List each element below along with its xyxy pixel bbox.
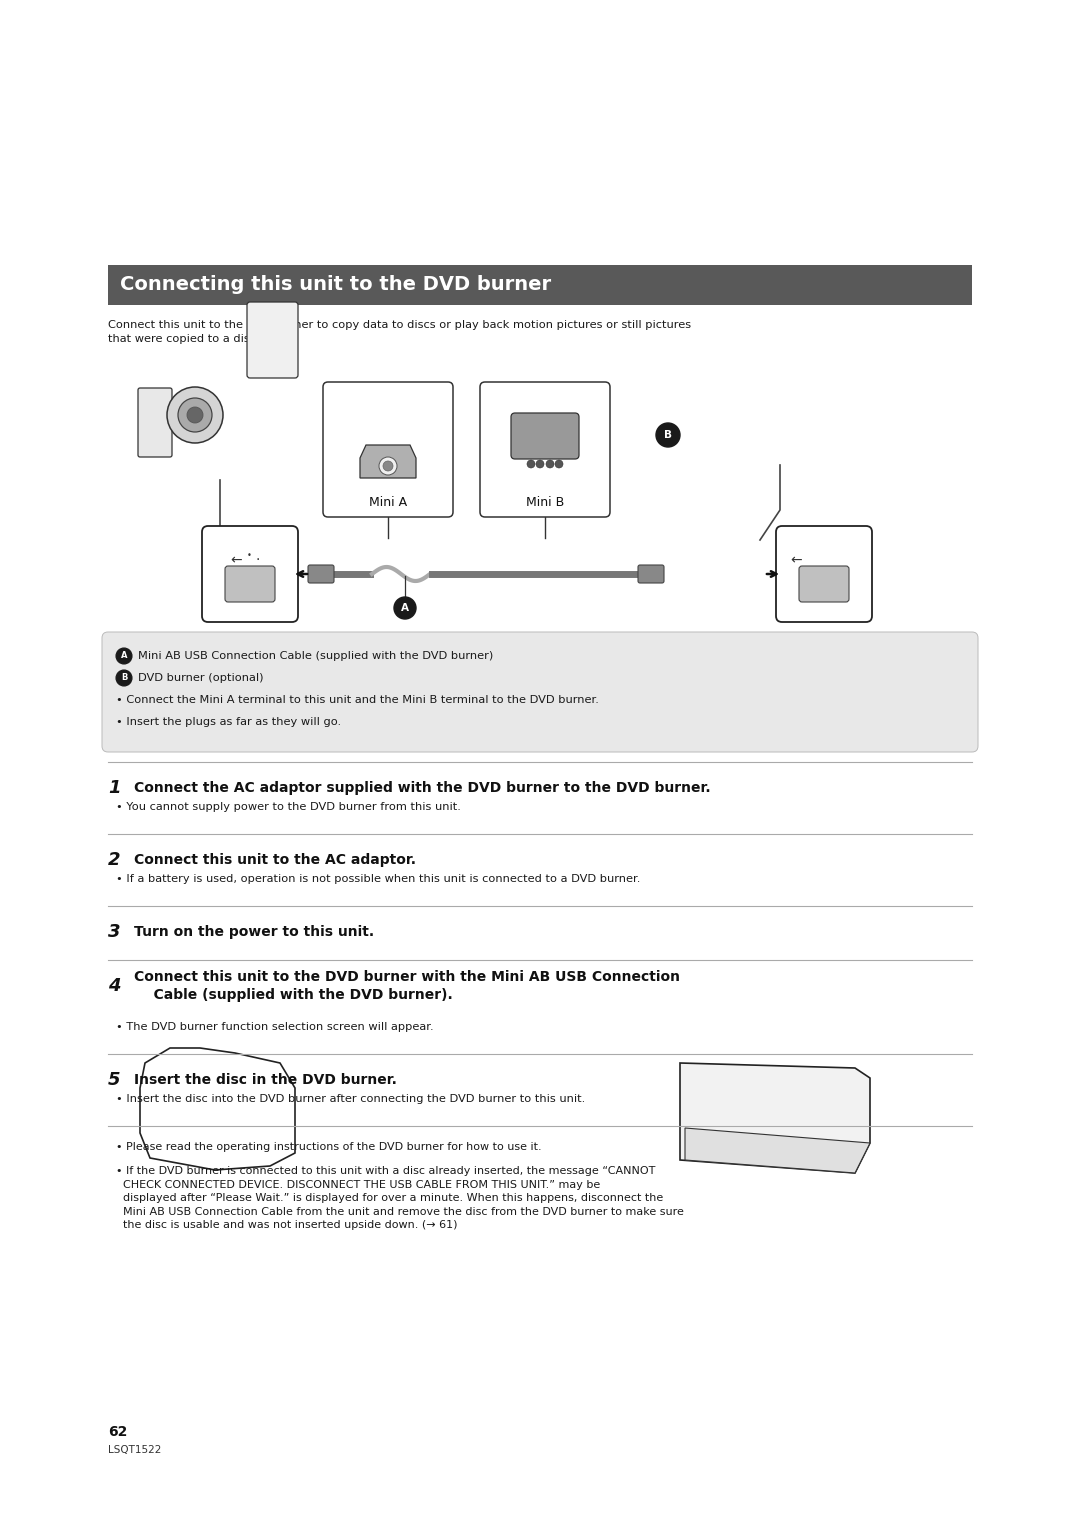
- Circle shape: [536, 460, 544, 468]
- Text: Connect this unit to the AC adaptor.: Connect this unit to the AC adaptor.: [134, 853, 416, 866]
- FancyBboxPatch shape: [799, 565, 849, 602]
- Text: 2: 2: [108, 851, 121, 869]
- Text: 62: 62: [108, 1426, 127, 1439]
- Text: Connect the AC adaptor supplied with the DVD burner to the DVD burner.: Connect the AC adaptor supplied with the…: [134, 781, 711, 795]
- Circle shape: [167, 387, 222, 443]
- Circle shape: [187, 406, 203, 423]
- Text: Turn on the power to this unit.: Turn on the power to this unit.: [134, 924, 374, 940]
- Text: Connect this unit to the DVD burner with the Mini AB USB Connection
    Cable (s: Connect this unit to the DVD burner with…: [134, 970, 680, 1002]
- Text: DVD burner (optional): DVD burner (optional): [138, 672, 264, 683]
- Text: 3: 3: [108, 923, 121, 941]
- Text: • If the DVD burner is connected to this unit with a disc already inserted, the : • If the DVD burner is connected to this…: [116, 1166, 684, 1230]
- FancyBboxPatch shape: [138, 388, 172, 457]
- Text: Mini AB USB Connection Cable (supplied with the DVD burner): Mini AB USB Connection Cable (supplied w…: [138, 651, 494, 662]
- Text: • Insert the plugs as far as they will go.: • Insert the plugs as far as they will g…: [116, 717, 341, 727]
- Text: A: A: [121, 651, 127, 660]
- FancyBboxPatch shape: [323, 382, 453, 516]
- FancyBboxPatch shape: [202, 526, 298, 622]
- Text: ←: ←: [230, 553, 242, 567]
- FancyBboxPatch shape: [638, 565, 664, 584]
- FancyBboxPatch shape: [247, 303, 298, 377]
- Text: • Please read the operating instructions of the DVD burner for how to use it.: • Please read the operating instructions…: [116, 1141, 542, 1152]
- Text: • The DVD burner function selection screen will appear.: • The DVD burner function selection scre…: [116, 1022, 434, 1031]
- Circle shape: [116, 669, 132, 686]
- Circle shape: [379, 457, 397, 475]
- Text: B: B: [121, 674, 127, 683]
- Text: ←: ←: [791, 553, 801, 567]
- Text: B: B: [664, 429, 672, 440]
- Text: 4: 4: [108, 976, 121, 995]
- FancyBboxPatch shape: [777, 526, 872, 622]
- Text: •: •: [246, 552, 252, 561]
- FancyBboxPatch shape: [108, 264, 972, 306]
- FancyBboxPatch shape: [308, 565, 334, 584]
- Circle shape: [555, 460, 563, 468]
- Text: Connecting this unit to the DVD burner: Connecting this unit to the DVD burner: [120, 275, 551, 295]
- Text: • Connect the Mini A terminal to this unit and the Mini B terminal to the DVD bu: • Connect the Mini A terminal to this un…: [116, 695, 599, 704]
- Circle shape: [383, 461, 393, 471]
- Text: • You cannot supply power to the DVD burner from this unit.: • You cannot supply power to the DVD bur…: [116, 802, 461, 811]
- FancyBboxPatch shape: [511, 413, 579, 458]
- Text: 1: 1: [108, 779, 121, 798]
- Text: ·: ·: [256, 553, 260, 567]
- FancyBboxPatch shape: [225, 565, 275, 602]
- Text: A: A: [401, 604, 409, 613]
- Polygon shape: [680, 1063, 870, 1174]
- FancyBboxPatch shape: [480, 382, 610, 516]
- Polygon shape: [140, 1048, 295, 1170]
- Circle shape: [178, 397, 212, 432]
- Text: Mini B: Mini B: [526, 495, 564, 509]
- Text: Insert the disc in the DVD burner.: Insert the disc in the DVD burner.: [134, 1073, 396, 1086]
- Circle shape: [527, 460, 535, 468]
- Text: Connect this unit to the DVD burner to copy data to discs or play back motion pi: Connect this unit to the DVD burner to c…: [108, 319, 691, 344]
- Text: Mini A: Mini A: [369, 495, 407, 509]
- Text: LSQT1522: LSQT1522: [108, 1445, 161, 1455]
- Polygon shape: [685, 1128, 870, 1174]
- Polygon shape: [360, 445, 416, 478]
- Circle shape: [394, 597, 416, 619]
- Circle shape: [116, 648, 132, 665]
- FancyBboxPatch shape: [102, 633, 978, 752]
- Text: • Insert the disc into the DVD burner after connecting the DVD burner to this un: • Insert the disc into the DVD burner af…: [116, 1094, 585, 1105]
- Text: • If a battery is used, operation is not possible when this unit is connected to: • If a battery is used, operation is not…: [116, 874, 640, 885]
- Circle shape: [546, 460, 554, 468]
- Text: 5: 5: [108, 1071, 121, 1089]
- Circle shape: [656, 423, 680, 448]
